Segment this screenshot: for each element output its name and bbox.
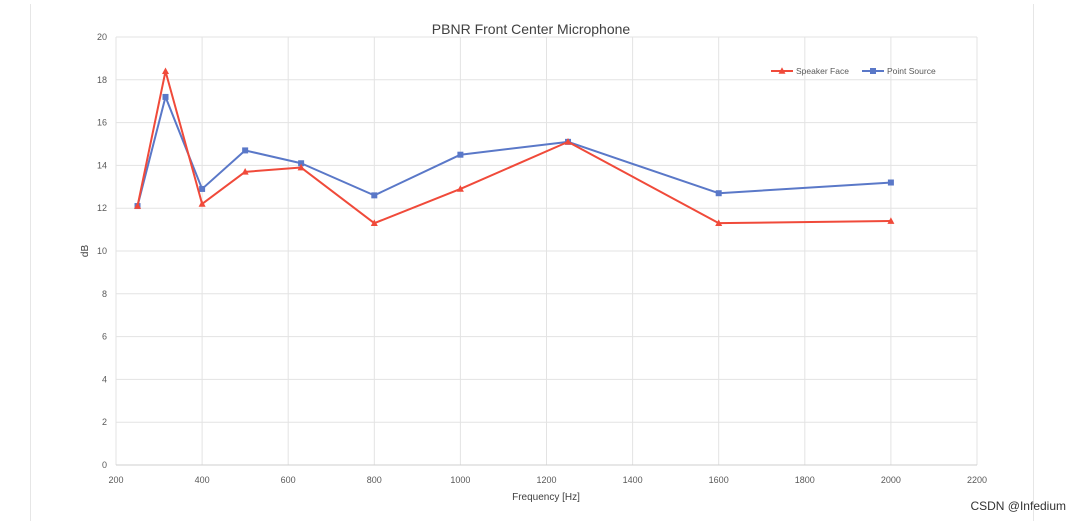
y-tick-label: 14: [97, 160, 107, 170]
watermark: CSDN @Infedium: [970, 499, 1066, 513]
data-point: [199, 185, 206, 192]
x-tick-label: 1600: [709, 475, 729, 485]
data-point: [162, 93, 169, 100]
data-point: [241, 168, 249, 175]
data-point: [297, 163, 305, 171]
legend-item-speaker-face: Speaker Face: [771, 66, 849, 76]
data-point: [298, 160, 305, 167]
y-tick-label: 4: [102, 374, 107, 384]
x-tick-label: 800: [367, 475, 382, 485]
series-line-point-source: [136, 95, 891, 207]
data-point: [162, 67, 170, 75]
data-point: [715, 219, 723, 226]
legend-swatch-marker: [778, 67, 786, 74]
data-point: [371, 192, 378, 199]
axes: 0 2 4 6 8 10 12 14 16 18 20 200 400 600 800 1000 1200 140…: [97, 32, 987, 485]
grid: [115, 36, 978, 465]
chart-frame: [30, 4, 1034, 521]
x-tick-label: 2200: [967, 475, 987, 485]
x-tick-label: 400: [195, 475, 210, 485]
x-tick-label: 1400: [623, 475, 643, 485]
data-point: [457, 151, 464, 158]
x-tick-label: 200: [108, 475, 123, 485]
data-point: [887, 179, 894, 186]
legend-item-point-source: Point Source: [862, 66, 936, 76]
y-tick-label: 20: [97, 32, 107, 42]
x-tick-label: 1000: [450, 475, 470, 485]
series-speaker-face: [134, 67, 895, 226]
y-tick-label: 16: [97, 118, 107, 128]
data-point: [242, 147, 249, 154]
series-line-speaker-face: [136, 70, 891, 225]
x-tick-label: 2000: [881, 475, 901, 485]
data-point: [887, 217, 895, 224]
data-point: [456, 185, 464, 192]
y-tick-label: 2: [102, 417, 107, 427]
series-point-source: [134, 93, 894, 210]
y-tick-label: 10: [97, 246, 107, 256]
series-layer: [134, 67, 895, 226]
y-tick-label: 12: [97, 203, 107, 213]
data-point: [134, 202, 142, 209]
x-tick-label: 600: [281, 475, 296, 485]
data-point: [198, 200, 206, 207]
data-point: [370, 219, 378, 226]
chart-title: PBNR Front Center Microphone: [432, 21, 631, 37]
legend: Speaker Face Point Source: [771, 66, 936, 76]
y-tick-label: 6: [102, 332, 107, 342]
x-axis-label: Frequency [Hz]: [512, 492, 580, 503]
legend-label: Point Source: [887, 66, 936, 76]
data-point: [564, 138, 572, 145]
x-tick-label: 1800: [795, 475, 815, 485]
y-tick-label: 0: [102, 460, 107, 470]
legend-swatch-marker: [870, 68, 876, 74]
data-point: [715, 190, 722, 197]
x-tick-label: 1200: [536, 475, 556, 485]
y-axis-label: dB: [80, 245, 91, 258]
y-tick-label: 18: [97, 75, 107, 85]
y-tick-label: 8: [102, 289, 107, 299]
legend-label: Speaker Face: [796, 66, 849, 76]
